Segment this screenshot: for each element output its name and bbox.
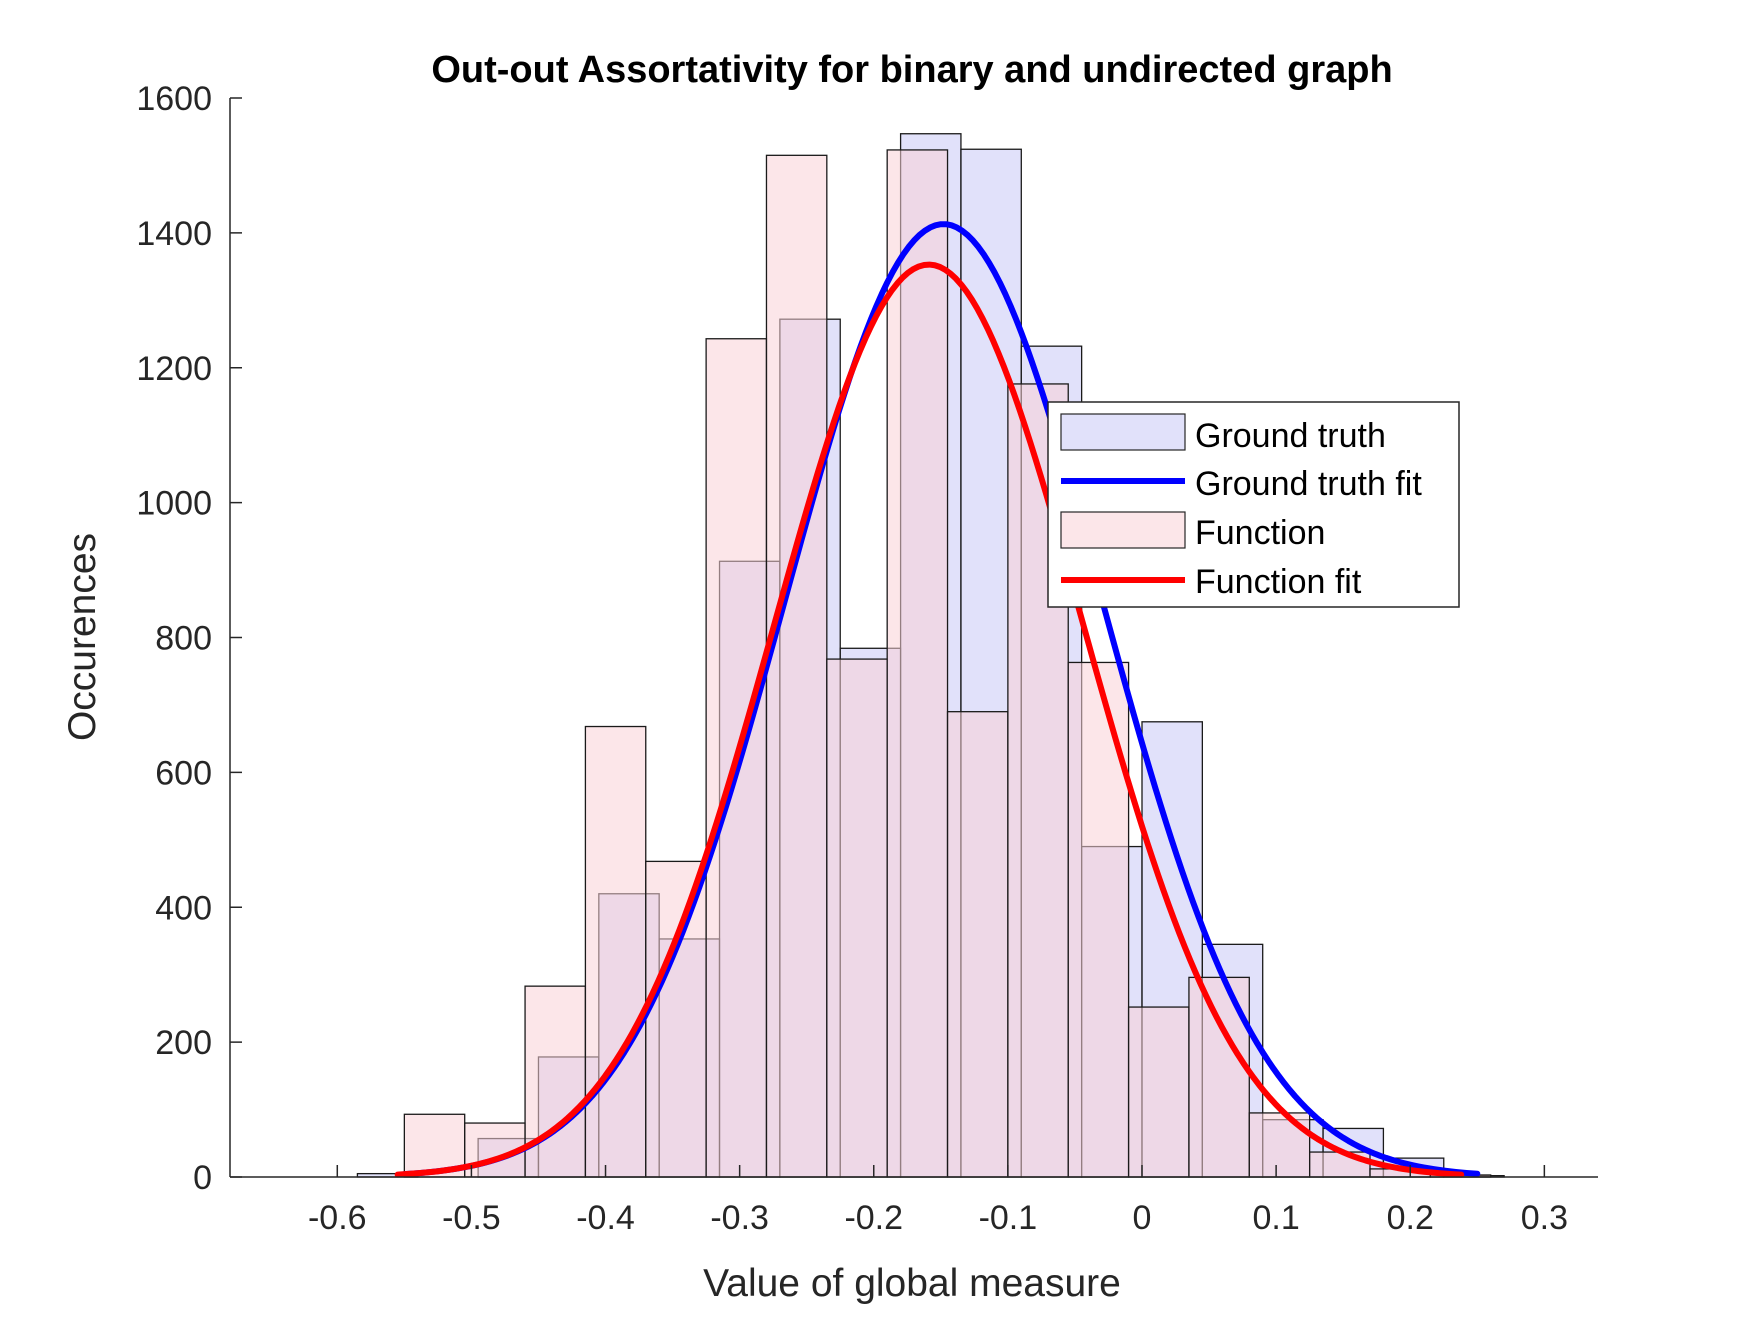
x-tick-label: -0.4 xyxy=(576,1199,635,1237)
y-tick-label: 600 xyxy=(155,754,212,792)
ticks-layer: -0.6 -0.5 -0.4 -0.3 -0.2 -0.1 0 0.1 0.2 0.3 0 200 40… xyxy=(136,80,1568,1237)
y-tick-label: 1000 xyxy=(136,485,212,523)
histogram-bar-function-13 xyxy=(1067,661,1130,1178)
x-tick-label: 0.2 xyxy=(1387,1199,1434,1237)
legend-label-function: Function xyxy=(1195,514,1325,552)
x-tick-label: 0 xyxy=(1133,1199,1152,1237)
x-axis-label: Value of global measure xyxy=(703,1262,1121,1305)
histogram-bar-function-4 xyxy=(524,985,587,1178)
histogram-bar-function-14 xyxy=(1127,1006,1190,1178)
x-tick-label: 0.1 xyxy=(1252,1199,1299,1237)
histogram-bar-function-9 xyxy=(826,658,888,1178)
y-tick-label: 200 xyxy=(155,1024,212,1062)
fit-line-function-fit xyxy=(394,261,1465,1178)
histogram-bar-function-10 xyxy=(886,149,949,1178)
fit-lines-layer xyxy=(394,221,1481,1178)
x-tick-label: -0.2 xyxy=(844,1199,903,1237)
histogram-bar-function-5 xyxy=(584,725,647,1178)
x-tick-label: -0.3 xyxy=(710,1199,769,1237)
y-tick-label: 1400 xyxy=(136,215,212,253)
legend-swatch-function xyxy=(1060,511,1186,549)
histogram-bar-function-16 xyxy=(1248,1112,1311,1178)
histogram-bar-function-6 xyxy=(645,860,707,1178)
histogram-bar-function-8 xyxy=(765,154,828,1178)
y-tick-label: 800 xyxy=(155,620,212,658)
legend: Ground truth Ground truth fit Function F… xyxy=(1047,401,1460,608)
y-tick-label: 400 xyxy=(155,889,212,927)
chart-title: Out-out Assortativity for binary and und… xyxy=(431,49,1392,91)
legend-label-function-fit: Function fit xyxy=(1195,563,1362,601)
y-tick-label: 1600 xyxy=(136,80,212,118)
y-tick-label: 0 xyxy=(193,1159,212,1197)
y-tick-label: 1200 xyxy=(136,350,212,388)
x-tick-label: -0.6 xyxy=(308,1199,367,1237)
y-axis-label: Occurences xyxy=(61,533,104,741)
histogram-bar-function-17 xyxy=(1309,1151,1371,1178)
x-tick-label: 0.3 xyxy=(1521,1199,1568,1237)
x-tick-label: -0.1 xyxy=(979,1199,1038,1237)
legend-label-ground-truth: Ground truth xyxy=(1195,417,1386,455)
x-tick-label: -0.5 xyxy=(442,1199,501,1237)
histogram-bar-function-11 xyxy=(946,711,1009,1178)
legend-swatch-ground-truth xyxy=(1060,413,1186,451)
legend-label-ground-truth-fit: Ground truth fit xyxy=(1195,465,1422,503)
